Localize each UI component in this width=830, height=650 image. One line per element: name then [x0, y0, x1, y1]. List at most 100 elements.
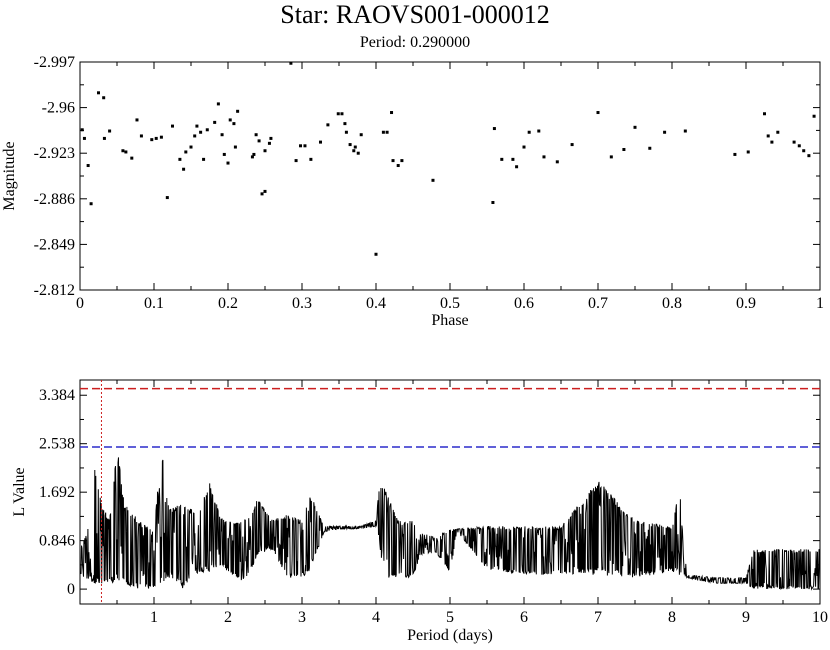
data-point [232, 122, 236, 126]
data-point [792, 140, 796, 144]
bottom-y-tick-label: 3.384 [39, 387, 75, 404]
data-point [343, 122, 347, 126]
data-point [515, 165, 519, 169]
data-point [555, 160, 559, 164]
data-point [189, 145, 193, 149]
chart-title: Star: RAOVS001-000012 [280, 0, 550, 29]
bottom-x-tick-label: 7 [594, 609, 602, 626]
data-point [236, 109, 240, 113]
data-point [220, 133, 224, 137]
data-point [299, 144, 303, 148]
data-point [226, 161, 230, 165]
data-point [431, 178, 435, 182]
data-point [97, 91, 100, 95]
data-point [309, 157, 313, 161]
top-y-tick-label: -2.812 [34, 282, 75, 299]
data-point [102, 136, 106, 140]
bottom-y-axis-label: L Value [11, 467, 28, 516]
bottom-x-tick-label: 8 [668, 609, 676, 626]
data-point [385, 130, 389, 134]
data-point [154, 136, 158, 140]
data-point [511, 157, 515, 161]
data-point [252, 152, 256, 156]
data-point [260, 192, 264, 196]
data-point [178, 157, 182, 161]
data-point [336, 112, 340, 116]
top-x-tick-label: 0.5 [440, 295, 460, 312]
bottom-plot-frame [79, 379, 821, 605]
data-point [213, 120, 217, 124]
data-point [633, 125, 637, 129]
top-x-tick-label: 0.9 [736, 295, 756, 312]
data-point [159, 135, 163, 139]
data-point [770, 140, 774, 144]
data-point [492, 127, 496, 131]
data-point [228, 118, 232, 122]
data-point [130, 156, 134, 160]
data-point [400, 159, 404, 163]
data-point [254, 133, 258, 137]
data-point [80, 128, 84, 132]
data-point [102, 96, 106, 100]
data-point [374, 252, 378, 256]
top-x-tick-label: 0.1 [144, 295, 164, 312]
data-point [199, 130, 203, 134]
data-point [340, 112, 344, 116]
top-y-tick-label: -2.923 [34, 145, 75, 162]
data-point [802, 149, 806, 153]
data-point [344, 130, 348, 134]
top-y-tick-label: -2.96 [42, 100, 75, 117]
bottom-y-tick-label: 0 [67, 581, 75, 598]
data-point [303, 144, 307, 148]
data-point [269, 136, 273, 140]
data-point [182, 167, 186, 171]
bottom-y-tick-label: 0.846 [39, 533, 75, 550]
bottom-x-tick-label: 4 [372, 609, 380, 626]
data-point [491, 200, 495, 204]
data-point [500, 157, 504, 161]
data-point [86, 164, 90, 168]
data-point [763, 112, 766, 116]
top-x-tick-label: 0.2 [218, 295, 238, 312]
data-point [381, 130, 385, 134]
bottom-x-tick-label: 5 [446, 609, 454, 626]
data-point [193, 134, 197, 138]
data-point [195, 124, 199, 128]
data-point [233, 145, 237, 149]
bottom-x-tick-label: 1 [150, 609, 158, 626]
data-point [622, 148, 626, 152]
data-point [733, 152, 737, 156]
bottom-x-tick-label: 3 [298, 609, 306, 626]
data-point [289, 61, 293, 65]
top-x-tick-label: 0 [76, 295, 84, 312]
data-point [356, 151, 360, 155]
bottom-x-tick-label: 9 [742, 609, 750, 626]
data-point [746, 150, 750, 154]
data-point [139, 134, 143, 138]
data-point [82, 136, 86, 140]
data-point [812, 114, 816, 118]
data-point [596, 111, 600, 115]
data-point [527, 130, 531, 134]
data-point [184, 150, 188, 154]
data-point [797, 144, 801, 148]
data-point [319, 140, 322, 144]
data-point [124, 150, 128, 154]
data-point [267, 141, 271, 145]
data-point [135, 118, 139, 122]
data-point [250, 155, 254, 159]
data-point [257, 139, 261, 143]
data-point [171, 124, 174, 128]
data-point [359, 133, 363, 137]
data-point [542, 155, 546, 159]
data-point [202, 157, 206, 161]
data-point [348, 143, 352, 147]
data-point [353, 145, 357, 149]
data-point [396, 164, 400, 168]
data-point [609, 155, 613, 159]
data-point [294, 159, 298, 163]
top-x-tick-label: 0.6 [514, 295, 534, 312]
top-x-axis-label: Phase [431, 312, 468, 329]
bottom-y-tick-label: 1.692 [39, 484, 75, 501]
data-point [121, 149, 125, 153]
